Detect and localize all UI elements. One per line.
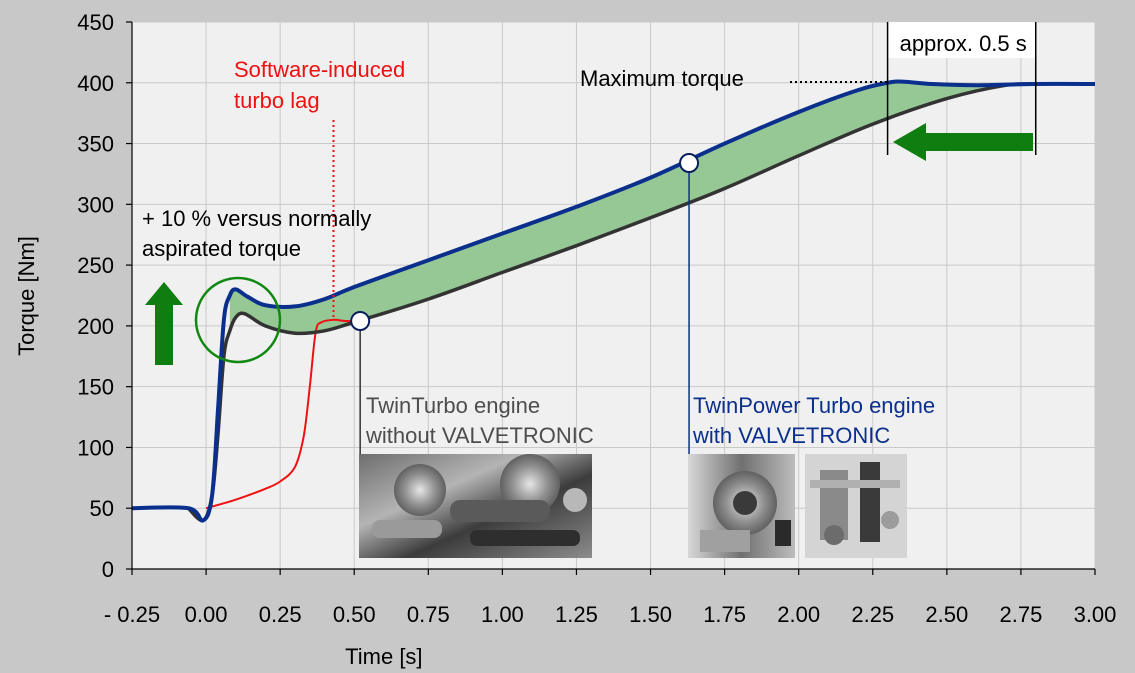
axes: 0 50 100 150 200 250 300 350 400 450 - 0.25 0.00 0.2…: [14, 10, 1116, 669]
data-marker: [679, 153, 700, 174]
y-tick-label: 200: [77, 314, 114, 339]
y-tick-label: 400: [77, 71, 114, 96]
x-tick-label: 2.00: [777, 602, 820, 627]
x-axis-title: Time [s]: [345, 644, 422, 669]
arrow-group: [145, 123, 1033, 365]
y-tick-label: 450: [77, 10, 114, 35]
x-tick-label: 0.50: [333, 602, 376, 627]
versus-label-line1: + 10 % versus normally: [142, 206, 371, 231]
turbo-lag-label-line2: turbo lag: [234, 88, 320, 113]
plot-area: [132, 22, 1095, 569]
x-tick-label: 3.00: [1074, 602, 1117, 627]
max-torque-label: Maximum torque: [580, 66, 744, 91]
twinpower-label-line1: TwinPower Turbo engine: [693, 393, 935, 418]
y-tick-label: 150: [77, 375, 114, 400]
x-tick-label: - 0.25: [104, 602, 160, 627]
x-tick-label: 1.50: [629, 602, 672, 627]
annotations: Software-induced turbo lag Maximum torque a…: [142, 22, 1037, 558]
x-tick-label: 0.00: [185, 602, 228, 627]
turbo-lag-label-line1: Software-induced: [234, 57, 405, 82]
twinpower-label-line2: with VALVETRONIC: [692, 423, 890, 448]
y-tick-label: 300: [77, 192, 114, 217]
x-tick-label: 1.75: [703, 602, 746, 627]
versus-label-line2: aspirated torque: [142, 236, 301, 261]
approx-box: [887, 22, 1036, 58]
y-tick-label: 0: [102, 557, 114, 582]
x-tick-label: 1.00: [481, 602, 524, 627]
valvetronic-head-photo: [805, 454, 907, 558]
approx-label: approx. 0.5 s: [900, 31, 1027, 56]
x-tick-label: 2.75: [1000, 602, 1043, 627]
torque-gain-area: [229, 81, 1036, 334]
twinturbo-label-line1: TwinTurbo engine: [366, 393, 540, 418]
turbocharger-photo: [688, 454, 795, 558]
highlight-circle: [194, 276, 282, 364]
series-line-twinpower: [131, 79, 1096, 523]
up-arrow-icon: [145, 282, 183, 365]
left-arrow-icon: [893, 123, 1033, 161]
y-tick-label: 250: [77, 253, 114, 278]
y-tick-label: 100: [77, 435, 114, 460]
engine-photos: [359, 454, 907, 558]
data-marker: [350, 311, 371, 332]
x-tick-label: 0.25: [259, 602, 302, 627]
x-tick-label: 2.50: [925, 602, 968, 627]
y-axis-title: Torque [Nm]: [14, 236, 39, 356]
x-tick-label: 0.75: [407, 602, 450, 627]
y-tick-label: 50: [90, 496, 114, 521]
x-tick-label: 1.25: [555, 602, 598, 627]
x-tick-label: 2.25: [851, 602, 894, 627]
twinturbo-label-line2: without VALVETRONIC: [365, 423, 594, 448]
torque-gain-band: [229, 81, 1036, 334]
y-tick-label: 350: [77, 132, 114, 157]
series-line-turbo-lag: [205, 318, 361, 510]
twinturbo-engine-photo: [359, 454, 592, 558]
